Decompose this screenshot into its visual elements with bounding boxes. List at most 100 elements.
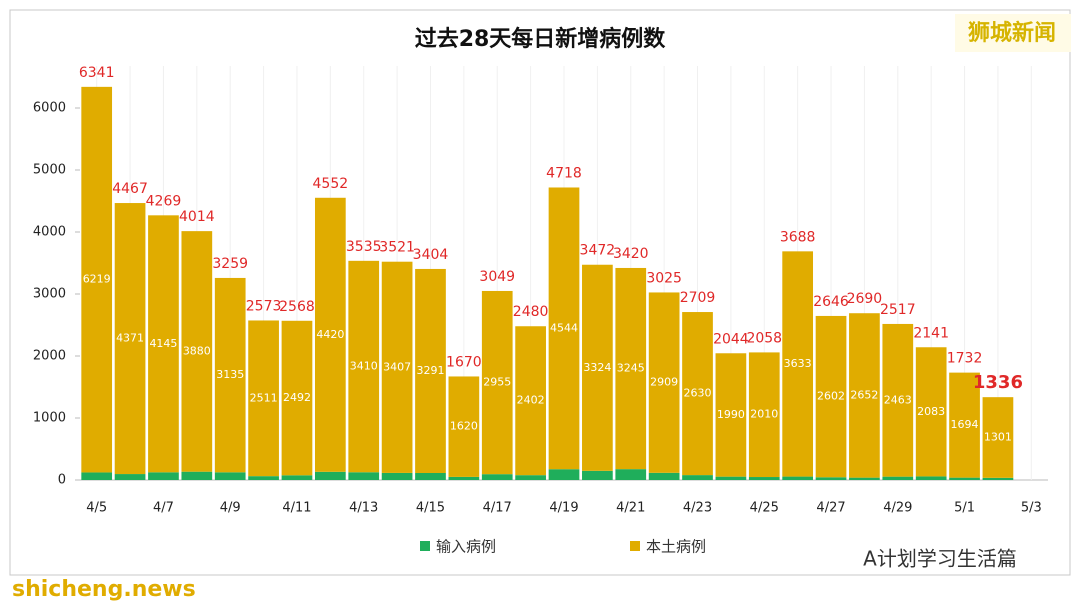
bar-segment [181,471,213,480]
segment-label: 2511 [250,391,278,404]
bar-segment [415,472,446,480]
bar-segment [481,290,513,475]
bar-segment [849,477,880,480]
bar-segment [415,268,446,473]
x-tick-label: 4/13 [349,501,378,516]
total-label: 2709 [680,290,716,306]
bar-segment [915,347,947,477]
y-tick-label: 4000 [33,225,66,240]
bar-segment [248,476,279,480]
bar-segment [148,215,179,473]
bar-segment [81,86,113,473]
total-label: 3420 [613,246,649,262]
bar-segment [214,277,246,473]
bar-segment [615,267,647,470]
y-tick-label: 6000 [33,101,66,116]
total-label: 2044 [713,331,749,347]
bar-segment [281,320,313,476]
x-tick-label: 4/11 [282,501,311,516]
bar-segment [949,477,980,480]
x-tick-label: 4/25 [750,501,779,516]
total-label: 2141 [913,325,949,341]
bar-segment [448,476,480,480]
bar-segment [682,312,713,476]
bar-segment [949,372,980,478]
total-label: 1336 [973,372,1023,393]
x-tick-label: 4/21 [616,501,645,516]
bar-segment [915,476,947,480]
y-tick-label: 3000 [33,287,66,302]
bar-segment [815,477,847,480]
x-tick-label: 4/5 [86,501,107,516]
bar-segment [582,264,613,471]
x-tick-label: 4/7 [153,501,174,516]
segment-label: 3135 [216,368,244,381]
segment-label: 3291 [416,364,444,377]
x-tick-label: 5/1 [954,501,975,516]
segment-label: 4420 [316,328,344,341]
segment-label: 2630 [684,387,712,400]
total-label: 3535 [346,239,382,255]
bar-segment [314,197,346,472]
bar-segment [448,376,480,477]
segment-label: 6219 [83,273,111,286]
total-label: 4467 [112,181,148,197]
legend-swatch [630,541,640,551]
bar-segment [748,352,780,478]
x-tick-label: 4/27 [816,501,845,516]
bar-segment [548,187,580,470]
total-label: 6341 [79,65,115,81]
segment-label: 1694 [951,418,979,431]
segment-label: 3410 [350,360,378,373]
total-label: 3049 [479,269,515,285]
segment-label: 4145 [149,337,177,350]
segment-label: 2909 [650,376,678,389]
bar-segment [348,472,380,480]
total-label: 2480 [513,304,549,320]
brand-bg [955,14,1071,52]
y-tick-label: 1000 [33,411,66,426]
total-label: 1670 [446,354,482,370]
y-tick-label: 5000 [33,163,66,178]
bar-segment [982,397,1014,478]
legend-label: 输入病例 [436,538,496,556]
account-watermark: A计划学习生活篇 [863,547,1017,571]
total-label: 2058 [746,330,782,346]
bar-segment [782,476,814,480]
x-tick-label: 4/19 [549,501,578,516]
total-label: 3025 [646,270,682,286]
segment-label: 2402 [517,394,545,407]
total-label: 2568 [279,299,315,315]
bar-segment [281,475,313,480]
total-label: 4718 [546,165,582,181]
chart-title: 过去28天每日新增病例数 [415,26,667,52]
bar-segment [882,323,914,477]
x-tick-label: 4/23 [683,501,712,516]
bar-segment [548,469,580,480]
bar-segment [348,260,380,473]
bar-segment [381,261,413,473]
bar-segment [682,475,713,480]
bar-segment [748,477,780,480]
bar-segment [615,469,647,480]
bar-segment [815,315,847,478]
segment-label: 2083 [917,405,945,418]
bar-segment [715,353,747,477]
bar-segment [214,472,246,480]
bar-segment [515,326,546,476]
bar-segment [715,476,747,480]
x-tick-label: 5/3 [1021,501,1042,516]
segment-label: 2463 [884,393,912,406]
total-label: 2573 [246,298,282,314]
total-label: 3472 [580,243,616,259]
segment-label: 4371 [116,332,144,345]
segment-label: 2602 [817,390,845,403]
segment-label: 3324 [583,361,611,374]
bar-segment [648,292,680,473]
bar-segment [114,474,146,480]
site-watermark: shicheng.news [12,577,196,602]
total-label: 3259 [212,256,248,272]
bar-segment [982,477,1014,480]
x-tick-label: 4/15 [416,501,445,516]
